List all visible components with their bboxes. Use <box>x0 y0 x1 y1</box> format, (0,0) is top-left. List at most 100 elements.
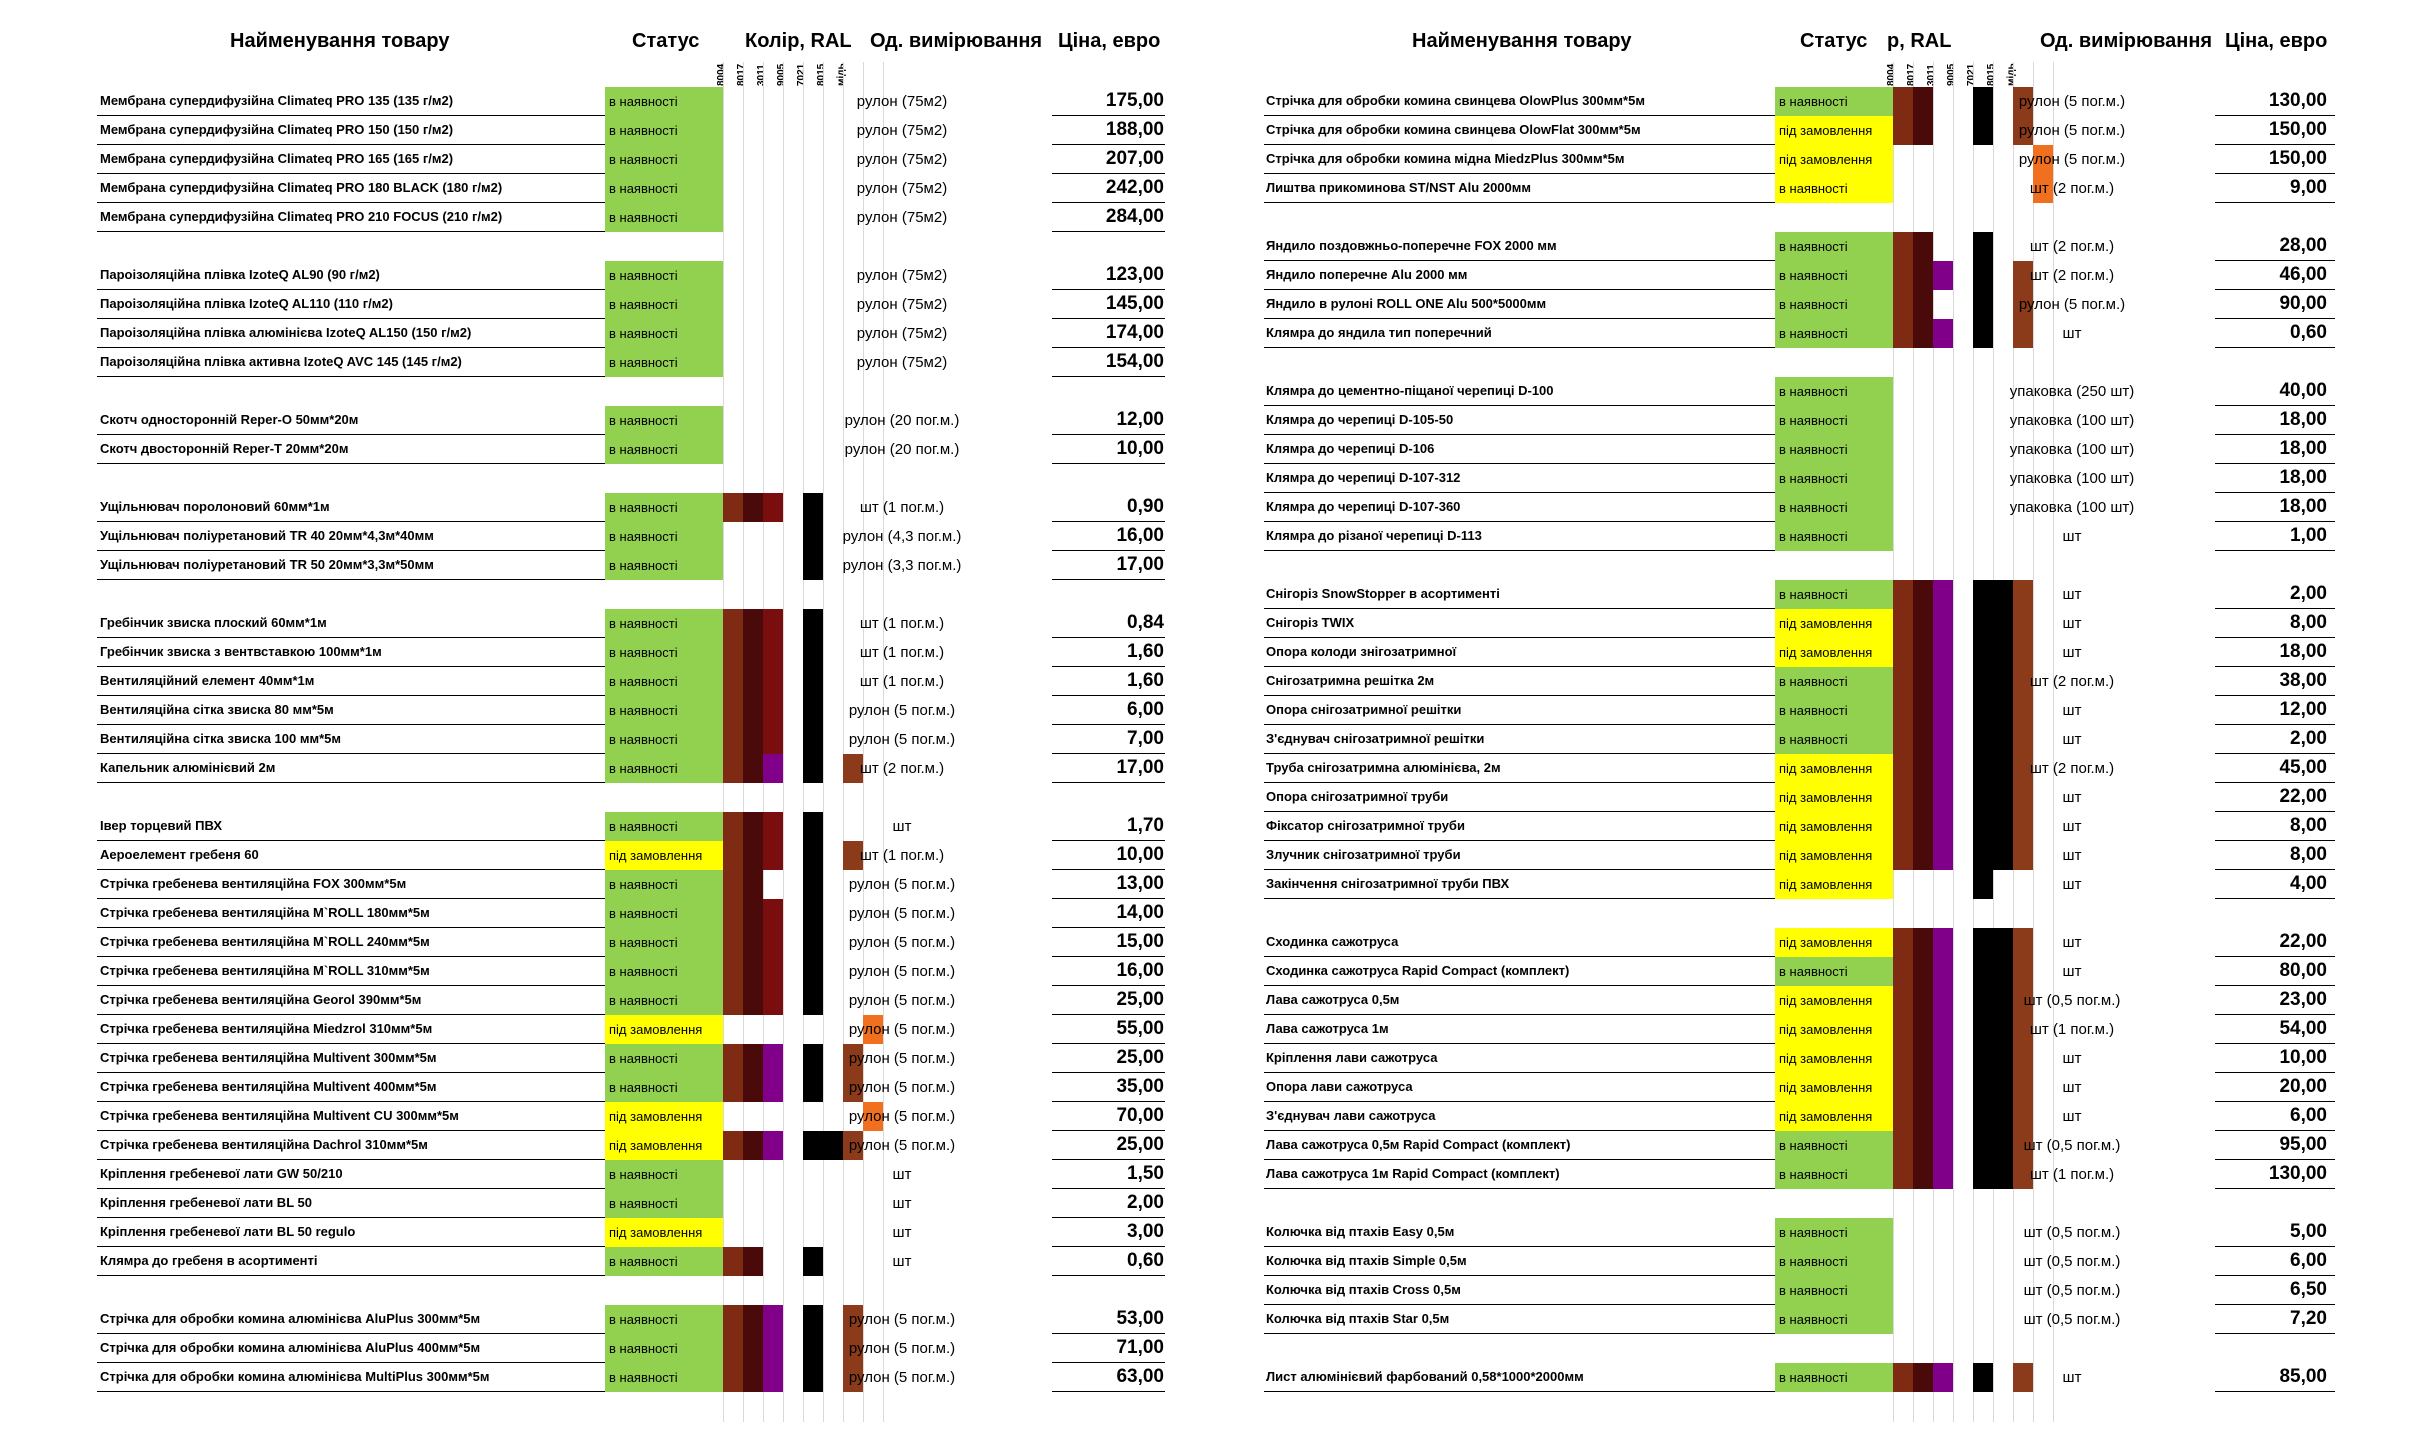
color-swatch <box>1913 841 1933 870</box>
unit-cell: шт (2 пог.м.) <box>859 760 945 777</box>
color-swatch <box>1893 1363 1913 1392</box>
product-name: Пароізоляційна плівка IzoteQ AL90 (90 г/… <box>100 267 380 282</box>
table-row: Стрічка гребенева вентиляційна M`ROLL 24… <box>0 928 1180 957</box>
ral-code-label: 8015 <box>816 63 827 86</box>
color-swatch <box>1973 116 1993 145</box>
status-cell: в наявності <box>605 754 723 783</box>
unit-cell: рулон (5 пог.м.) <box>848 1340 956 1357</box>
price-underline <box>2215 695 2335 696</box>
unit-cell: рулон (75м2) <box>856 296 948 313</box>
color-swatch <box>1933 928 1953 957</box>
row-underline <box>97 1275 605 1276</box>
row-underline <box>97 1333 605 1334</box>
left-price-table: Найменування товару Статус Колір, RAL Од… <box>0 0 1180 1438</box>
color-swatch <box>1993 1160 2013 1189</box>
product-name: Снігоріз SnowStopper в асортименті <box>1266 586 1500 601</box>
price-underline <box>2215 463 2335 464</box>
product-name: Ущільнювач поліуретановий TR 40 20мм*4,3… <box>100 528 434 543</box>
status-cell: в наявності <box>605 1334 723 1363</box>
row-underline <box>97 927 605 928</box>
status-cell: в наявності <box>605 1160 723 1189</box>
unit-cell: рулон (75м2) <box>856 93 948 110</box>
table-row: Колючка від птахів Star 0,5м в наявності ш… <box>1250 1305 2430 1334</box>
color-swatch <box>803 1131 823 1160</box>
price-cell: 1,70 <box>1127 815 1164 836</box>
price-underline <box>2215 1014 2335 1015</box>
status-cell: в наявності <box>605 435 723 464</box>
status-cell: під замовлення <box>1775 870 1893 899</box>
price-cell: 38,00 <box>2279 670 2327 691</box>
unit-cell: рулон (20 пог.м.) <box>844 412 960 429</box>
price-cell: 15,00 <box>1116 931 1164 952</box>
color-swatch <box>2013 725 2033 754</box>
unit-cell: шт (1 пог.м.) <box>859 673 945 690</box>
product-name: Опора снігозатримної решітки <box>1266 702 1462 717</box>
color-swatch <box>1913 928 1933 957</box>
color-swatch <box>803 1363 823 1392</box>
price-underline <box>1052 289 1165 290</box>
product-name: Яндило в рулоні ROLL ONE Alu 500*5000мм <box>1266 296 1547 311</box>
status-cell: в наявності <box>605 551 723 580</box>
color-swatch <box>1993 638 2013 667</box>
row-underline <box>97 1362 605 1363</box>
color-swatch <box>2013 957 2033 986</box>
status-cell: під замовлення <box>605 1218 723 1247</box>
product-name: Стрічка гребенева вентиляційна FOX 300мм… <box>100 876 407 891</box>
color-swatch <box>843 1334 863 1363</box>
unit-cell: шт (1 пог.м.) <box>859 615 945 632</box>
status-cell: під замовлення <box>1775 1015 1893 1044</box>
unit-cell: рулон (5 пог.м.) <box>2018 296 2126 313</box>
table-row: Клямра до яндила тип поперечний в наявнос… <box>1250 319 2430 348</box>
color-swatch <box>1913 1044 1933 1073</box>
price-cell: 6,00 <box>1127 699 1164 720</box>
row-underline <box>97 637 605 638</box>
price-underline <box>2215 753 2335 754</box>
price-cell: 130,00 <box>2268 1163 2327 1184</box>
price-underline <box>1052 1188 1165 1189</box>
color-swatch <box>1933 638 1953 667</box>
row-underline <box>97 463 605 464</box>
unit-cell: упаковка (100 шт) <box>2009 412 2135 429</box>
price-cell: 1,00 <box>2290 525 2327 546</box>
product-name: Снігоріз TWIX <box>1266 615 1355 630</box>
unit-cell: рулон (75м2) <box>856 209 948 226</box>
unit-cell: шт (2 пог.м.) <box>2029 760 2115 777</box>
price-cell: 25,00 <box>1116 1134 1164 1155</box>
product-name: Гребінчик звиска з вентвставкою 100мм*1м <box>100 644 382 659</box>
product-name: Стрічка для обробки комина алюмінієва Al… <box>100 1311 481 1326</box>
price-cell: 17,00 <box>1116 554 1164 575</box>
color-swatch <box>1973 319 1993 348</box>
table-row: Опора снігозатримної труби під замовлення… <box>1250 783 2430 812</box>
table-row: Мембрана супердифузійна Climateq PRO 135… <box>0 87 1180 116</box>
ral-code-label: мідь <box>2006 63 2017 86</box>
product-name: Клямра до цементно-піщаної черепиці D-10… <box>1266 383 1554 398</box>
row-underline <box>97 579 605 580</box>
unit-cell: шт <box>2062 731 2082 748</box>
ral-code-label: 3011 <box>1926 64 1937 86</box>
product-name: Опора снігозатримної труби <box>1266 789 1449 804</box>
color-swatch <box>1973 696 1993 725</box>
table-row: Яндило в рулоні ROLL ONE Alu 500*5000мм в… <box>1250 290 2430 319</box>
row-underline <box>97 1246 605 1247</box>
table-row: Стрічка для обробки комина алюмінієва Al… <box>0 1334 1180 1363</box>
price-cell: 54,00 <box>2279 1018 2327 1039</box>
table-row: Івер торцевий ПВХ в наявності шт 1,70 <box>0 812 1180 841</box>
status-cell: в наявності <box>605 203 723 232</box>
color-swatch <box>1913 261 1933 290</box>
price-underline <box>2215 434 2335 435</box>
color-swatch <box>1973 261 1993 290</box>
status-cell: під замовлення <box>1775 986 1893 1015</box>
color-swatch <box>1993 1044 2013 1073</box>
ral-code-header: мідь <box>836 62 863 88</box>
color-swatch <box>843 1305 863 1334</box>
table-row: Гребінчик звиска плоский 60мм*1м в наявно… <box>0 609 1180 638</box>
status-cell: в наявності <box>605 319 723 348</box>
color-swatch <box>1893 783 1913 812</box>
product-name: Мембрана супердифузійна Climateq PRO 210… <box>100 209 503 224</box>
table-row: Опора снігозатримної решітки в наявності ш… <box>1250 696 2430 725</box>
row-underline <box>1264 753 1784 754</box>
row-underline <box>97 318 605 319</box>
color-swatch <box>1913 1131 1933 1160</box>
unit-cell: упаковка (100 шт) <box>2009 441 2135 458</box>
product-name: Стрічка для обробки комина свинцева Olow… <box>1266 122 1641 137</box>
